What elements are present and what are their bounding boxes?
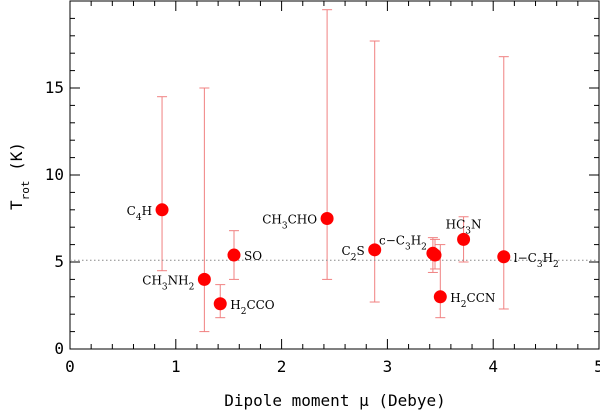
data-point — [213, 297, 227, 311]
data-point — [428, 248, 442, 262]
point-label: CH3NH2 — [142, 273, 194, 292]
point-label: CH3CHO — [262, 213, 317, 232]
y-tick-label: 15 — [45, 78, 64, 97]
data-point — [320, 212, 334, 225]
x-axis-label: Dipole moment μ (Debye) — [224, 391, 446, 410]
data-point — [227, 248, 241, 262]
y-tick-label: 5 — [54, 252, 64, 271]
point-label: l−C3H2 — [514, 251, 559, 270]
y-ticks: 0 5 10 15 — [45, 0, 599, 358]
x-tick-label: 3 — [383, 357, 393, 376]
point-label: H2CCO — [230, 298, 275, 317]
x-tick-label: 1 — [171, 357, 181, 376]
point-label: SO — [244, 249, 262, 263]
x-tick-label: 5 — [594, 357, 600, 376]
y-tick-label: 0 — [54, 339, 64, 358]
point-label: H2CCN — [450, 291, 495, 310]
data-point — [368, 243, 382, 257]
x-ticks: 0 1 2 3 4 5 — [65, 1, 600, 376]
data-point — [497, 250, 511, 264]
data-point — [433, 290, 447, 304]
data-point — [457, 232, 471, 246]
point-label: C2S — [342, 244, 365, 263]
data-point — [155, 203, 169, 217]
x-tick-label: 0 — [65, 357, 75, 376]
markers — [155, 203, 511, 311]
y-axis-label: Trot (K) — [7, 142, 32, 210]
errorbars — [157, 9, 509, 333]
point-label: C4H — [127, 204, 152, 223]
x-tick-label: 4 — [488, 357, 498, 376]
y-tick-label: 10 — [45, 165, 64, 184]
x-tick-label: 2 — [277, 357, 287, 376]
plot-frame — [69, 0, 600, 350]
data-point — [197, 272, 211, 286]
point-label: c−C3H2 — [379, 233, 427, 252]
